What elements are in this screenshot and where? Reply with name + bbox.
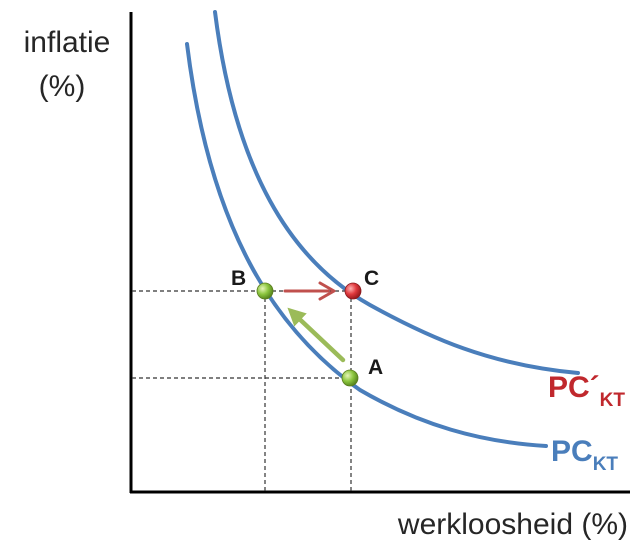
y-axis-label-line1: inflatie: [24, 26, 111, 59]
x-axis-label: werkloosheid (%): [397, 508, 628, 541]
point-a: [341, 369, 359, 387]
point-c: [344, 282, 362, 300]
curve-label-pc-kt-shifted: PC´KT: [548, 371, 625, 411]
curve-label-pc-kt-main: PC: [551, 435, 593, 468]
curve-label-pc-kt-shifted-sub: KT: [600, 390, 626, 411]
point-b-label: B: [231, 267, 246, 290]
arrow-a-to-b: [287, 307, 346, 363]
phillips-curve-pc-kt-shifted: [213, 10, 580, 375]
phillips-curve-pc-kt: [185, 42, 548, 448]
y-axis-label-line2: (%): [39, 70, 86, 103]
point-a-label: A: [368, 356, 383, 379]
curve-label-pc-kt-sub: KT: [593, 454, 619, 475]
guide-lines: [132, 290, 353, 491]
curve-label-pc-kt-shifted-main: PC´: [548, 371, 600, 404]
curve-label-pc-kt: PCKT: [551, 435, 618, 475]
arrow-b-to-c: [283, 281, 336, 301]
point-c-label: C: [364, 267, 379, 290]
point-b: [256, 282, 274, 300]
